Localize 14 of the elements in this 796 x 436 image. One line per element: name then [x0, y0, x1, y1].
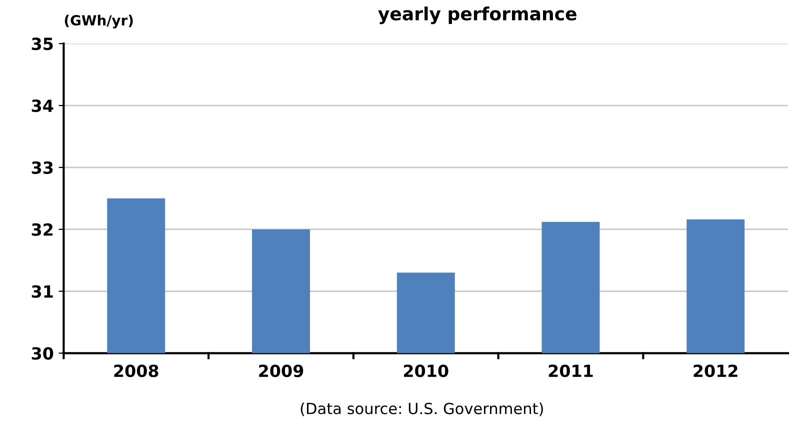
x-tick-label: 2010: [404, 364, 448, 378]
x-tick-label: 2011: [548, 364, 593, 378]
y-tick-label: 34: [32, 99, 54, 112]
y-axis-title: (GWh/yr): [64, 14, 133, 28]
text: (Data source: U.S. Government): [300, 402, 543, 416]
y-tick-label: 33: [32, 161, 53, 174]
x-tick-label: 2008: [114, 364, 158, 378]
y-tick-label: 31: [32, 285, 53, 298]
chart-title: yearly performance: [378, 6, 576, 24]
y-tick-label: 30: [32, 347, 54, 360]
y-tick-label: 32: [32, 223, 53, 236]
y-tick-label: 35: [32, 38, 53, 50]
x-tick-label: 2009: [259, 364, 304, 378]
x-tick-label: 2012: [694, 364, 738, 378]
